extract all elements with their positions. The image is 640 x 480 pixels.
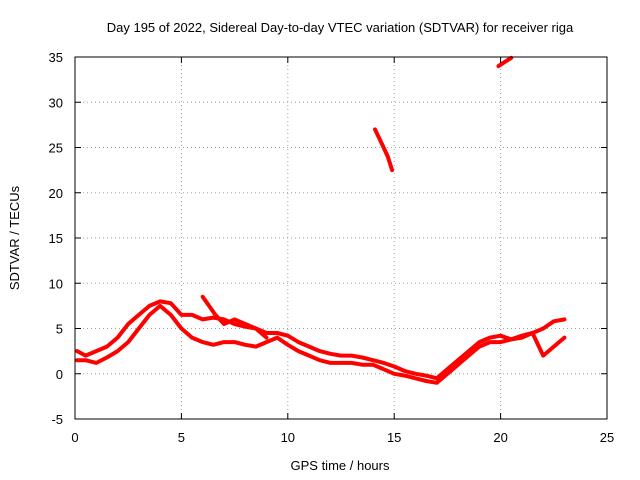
series-track-3	[200, 294, 269, 340]
x-tick-label: 20	[493, 430, 507, 445]
y-axis-label: SDTVAR / TECUs	[7, 185, 22, 290]
y-tick-label: 0	[56, 367, 63, 382]
x-tick-label: 15	[387, 430, 401, 445]
chart-title: Day 195 of 2022, Sidereal Day-to-day VTE…	[107, 20, 574, 35]
x-tick-label: 25	[600, 430, 614, 445]
y-tick-label: 35	[49, 50, 63, 65]
y-tick-label: 20	[49, 186, 63, 201]
grid-layer	[75, 57, 607, 419]
y-tick-label: 30	[49, 95, 63, 110]
series-track-4	[373, 127, 395, 173]
y-tick-label: 15	[49, 231, 63, 246]
y-tick-label: 5	[56, 322, 63, 337]
series-track-2	[75, 303, 567, 385]
series-track-1	[75, 299, 567, 381]
y-tick-label: -5	[51, 412, 63, 427]
y-tick-label: 10	[49, 276, 63, 291]
x-tick-label: 5	[178, 430, 185, 445]
series-track-5	[496, 55, 514, 69]
x-tick-label: 0	[71, 430, 78, 445]
x-axis-label: GPS time / hours	[291, 458, 390, 473]
data-layer	[75, 55, 567, 385]
y-tick-label: 25	[49, 141, 63, 156]
tick-layer: 0 5 10 15 20 25 -5 0 5 10 15 20 25 30 35	[49, 50, 615, 445]
x-tick-label: 10	[281, 430, 295, 445]
